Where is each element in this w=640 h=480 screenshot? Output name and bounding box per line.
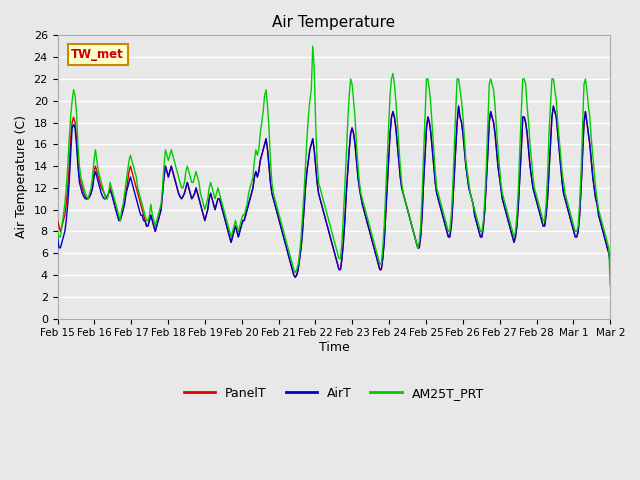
X-axis label: Time: Time [319, 341, 349, 354]
Legend: PanelT, AirT, AM25T_PRT: PanelT, AirT, AM25T_PRT [179, 382, 489, 405]
Text: TW_met: TW_met [71, 48, 124, 61]
Title: Air Temperature: Air Temperature [273, 15, 396, 30]
Y-axis label: Air Temperature (C): Air Temperature (C) [15, 116, 28, 239]
